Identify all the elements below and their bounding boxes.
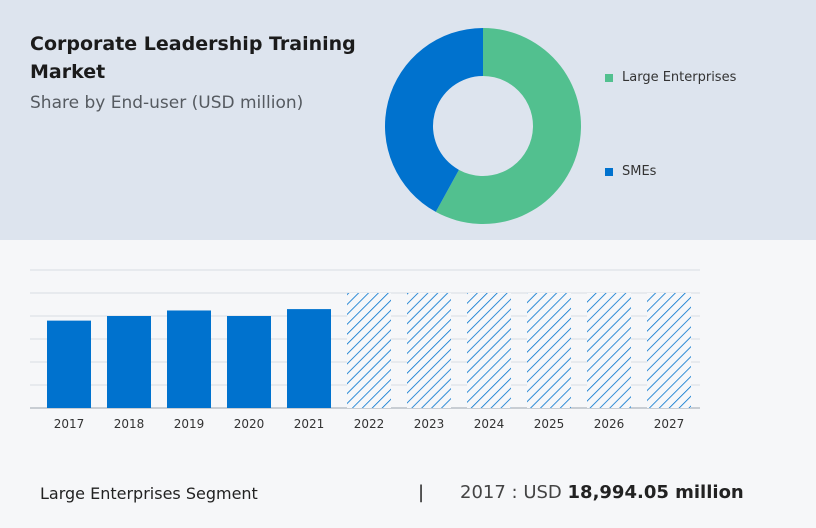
donut-slice-large-enterprises	[435, 28, 581, 224]
bar-2018	[107, 316, 151, 408]
legend-swatch	[605, 73, 613, 82]
bar-2021	[287, 309, 331, 408]
bar-2020	[227, 316, 271, 408]
x-tick-label: 2026	[594, 417, 625, 431]
x-tick-label: 2025	[534, 417, 565, 431]
legend-label: Large Enterprises	[622, 70, 737, 85]
segment-value: 2017 : USD 18,994.05 million	[460, 482, 744, 503]
x-tick-label: 2017	[54, 417, 85, 431]
footer-summary: Large Enterprises Segment | 2017 : USD 1…	[0, 470, 816, 520]
donut-slice-smes	[385, 27, 483, 212]
legend-swatch	[605, 167, 613, 176]
forecast-bar-2025	[527, 293, 571, 408]
x-tick-label: 2018	[114, 417, 145, 431]
segment-label: Large Enterprises Segment	[40, 484, 258, 503]
footer-separator: |	[418, 482, 425, 503]
legend-item-large-enterprises: Large Enterprises	[605, 70, 736, 85]
forecast-bar-2024	[467, 293, 511, 408]
donut-chart	[385, 27, 581, 224]
forecast-bar-2027	[647, 293, 691, 408]
chart-title: Corporate Leadership Training Market	[30, 33, 356, 83]
x-tick-label: 2024	[474, 417, 505, 431]
x-tick-label: 2022	[354, 417, 385, 431]
bar-2017	[47, 320, 91, 408]
value-amount: 18,994.05 million	[567, 482, 744, 503]
x-tick-label: 2021	[294, 417, 325, 431]
x-tick-label: 2027	[654, 417, 685, 431]
donut-legend: Large Enterprises SMEs	[605, 60, 805, 200]
legend-item-smes: SMEs	[605, 164, 656, 179]
bar-chart: 2017 2018 2019 2020 2021 2022 2023 2024 2025 2026…	[30, 269, 700, 431]
bar-2019	[167, 310, 211, 408]
forecast-bar-2023	[407, 293, 451, 408]
legend-label: SMEs	[622, 164, 657, 179]
x-tick-label: 2019	[174, 417, 205, 431]
forecast-bar-2026	[587, 293, 631, 408]
forecast-bar-2022	[347, 293, 391, 408]
chart-subtitle: Share by End-user (USD million)	[30, 93, 304, 113]
x-tick-label: 2020	[234, 417, 265, 431]
value-prefix: 2017 : USD	[460, 482, 562, 503]
x-tick-label: 2023	[414, 417, 445, 431]
